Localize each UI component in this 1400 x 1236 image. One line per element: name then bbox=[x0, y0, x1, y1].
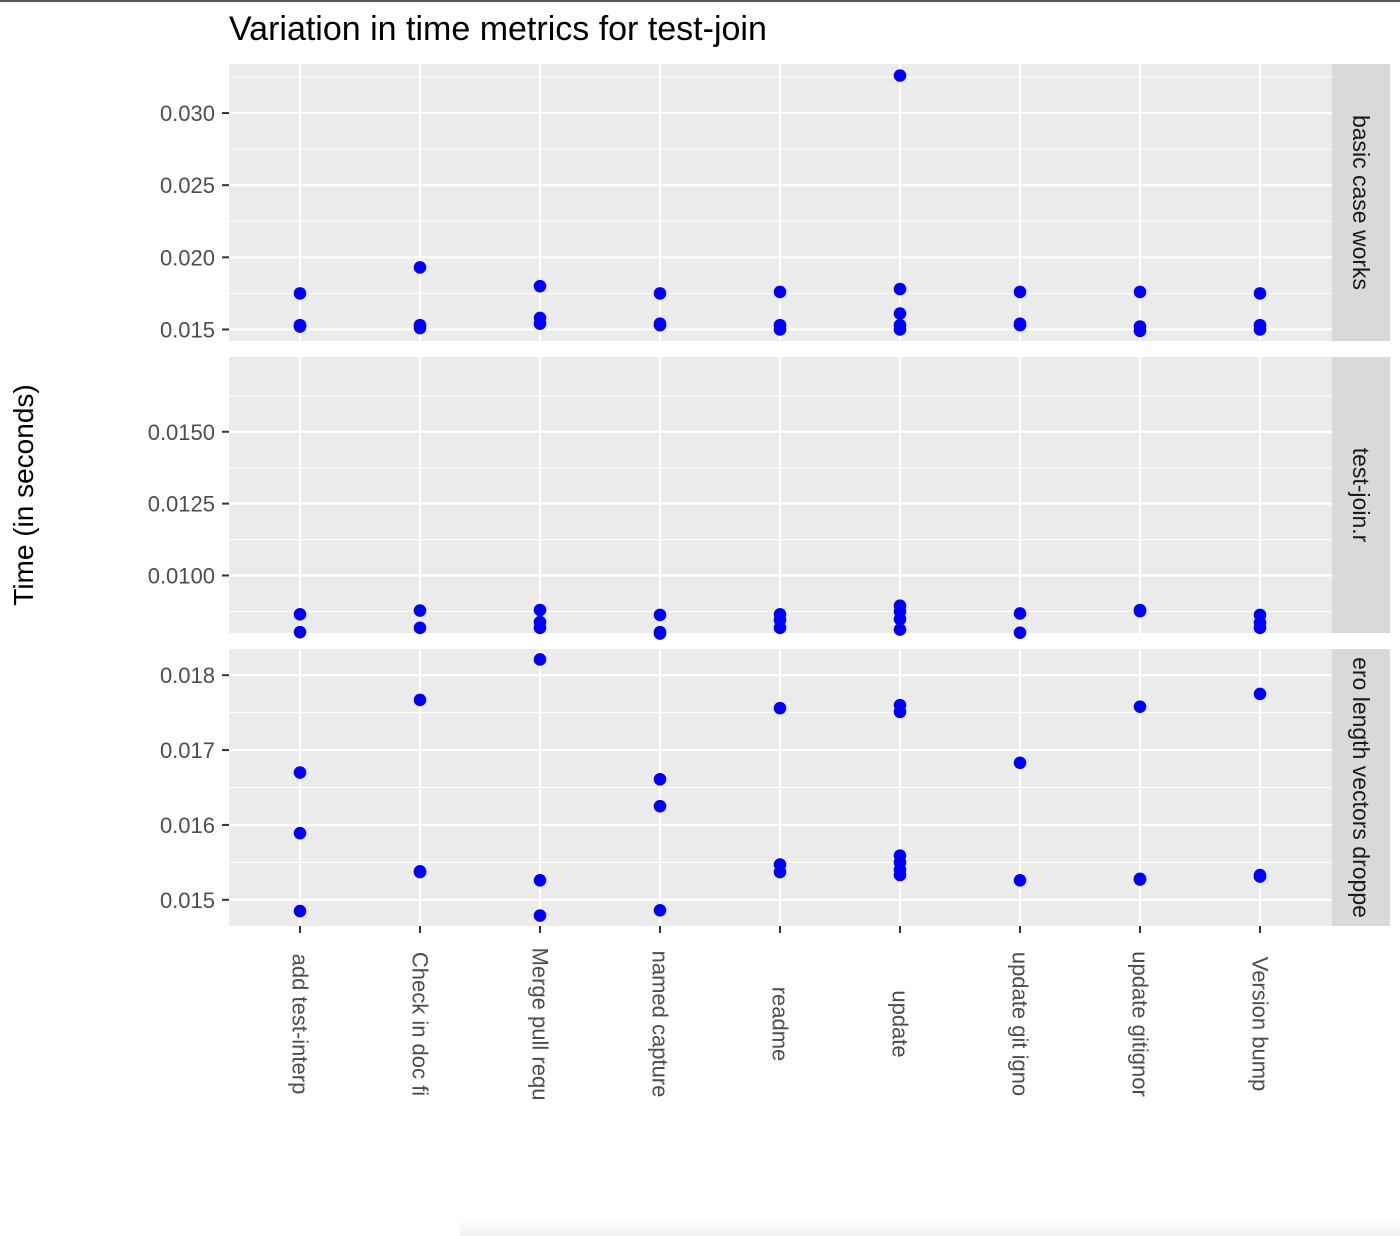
y-tick-label: 0.025 bbox=[160, 173, 215, 198]
data-point bbox=[893, 307, 907, 320]
x-tick-label: update git igno bbox=[1008, 952, 1033, 1096]
data-point bbox=[1013, 874, 1027, 887]
data-point bbox=[293, 608, 307, 621]
facet-strip bbox=[1332, 357, 1390, 633]
y-tick-label: 0.017 bbox=[160, 738, 215, 763]
x-tick-label: named capture bbox=[648, 951, 673, 1098]
y-tick-label: 0.018 bbox=[160, 663, 215, 688]
facet-strip-label: basic case works bbox=[1348, 115, 1374, 290]
data-point bbox=[653, 608, 667, 622]
x-tick-label: Version bump bbox=[1248, 957, 1273, 1092]
data-point bbox=[893, 705, 907, 719]
data-point bbox=[893, 323, 907, 336]
data-point bbox=[773, 285, 787, 299]
data-point bbox=[413, 321, 427, 335]
data-point bbox=[893, 612, 907, 626]
window-top-border bbox=[0, 0, 1400, 2]
y-tick-label: 0.015 bbox=[160, 317, 215, 342]
data-point bbox=[773, 701, 787, 715]
x-tick-label: Merge pull requ bbox=[528, 948, 553, 1101]
data-point bbox=[1253, 287, 1267, 300]
data-point bbox=[653, 318, 667, 332]
data-point bbox=[653, 903, 667, 917]
data-point bbox=[533, 603, 547, 617]
y-tick-label: 0.0100 bbox=[148, 564, 215, 589]
data-point bbox=[1253, 323, 1267, 336]
data-point bbox=[893, 868, 907, 882]
facet-strip bbox=[1332, 64, 1390, 341]
data-point bbox=[413, 261, 427, 274]
data-point bbox=[533, 621, 547, 635]
data-point bbox=[533, 653, 547, 666]
data-point bbox=[533, 317, 547, 330]
data-point bbox=[293, 826, 307, 840]
data-point bbox=[1253, 870, 1267, 883]
data-point bbox=[413, 865, 427, 879]
data-point bbox=[1133, 700, 1147, 713]
facet-strip bbox=[1332, 649, 1390, 926]
data-point bbox=[1013, 318, 1027, 332]
data-point bbox=[773, 865, 787, 879]
data-point bbox=[1013, 626, 1027, 640]
data-point bbox=[653, 772, 667, 786]
data-point bbox=[1133, 285, 1147, 299]
data-point bbox=[413, 604, 427, 617]
y-tick-label: 0.030 bbox=[160, 101, 215, 126]
chart-title: Variation in time metrics for test-join bbox=[229, 10, 767, 48]
x-tick-label: update bbox=[888, 990, 913, 1057]
y-tick-label: 0.015 bbox=[160, 888, 215, 913]
data-point bbox=[893, 623, 907, 636]
data-point bbox=[413, 621, 427, 635]
facet-strip-label: ero length vectors droppe bbox=[1348, 657, 1374, 918]
y-tick-label: 0.0125 bbox=[148, 492, 215, 517]
data-point bbox=[653, 627, 667, 640]
data-point bbox=[533, 279, 547, 293]
data-point bbox=[293, 625, 307, 639]
data-point bbox=[1133, 873, 1147, 886]
data-point bbox=[1013, 756, 1027, 770]
data-point bbox=[1253, 687, 1267, 701]
x-tick-label: Check in doc fi bbox=[408, 952, 433, 1096]
data-point bbox=[1133, 604, 1147, 618]
bottom-shadow bbox=[460, 1218, 1400, 1236]
data-point bbox=[773, 621, 787, 635]
x-tick-label: update gitignor bbox=[1128, 951, 1153, 1097]
data-point bbox=[893, 282, 907, 296]
x-tick-label: readme bbox=[768, 987, 793, 1062]
data-point bbox=[533, 874, 547, 887]
data-point bbox=[653, 287, 667, 300]
data-point bbox=[293, 766, 307, 779]
data-point bbox=[653, 799, 667, 813]
data-point bbox=[1013, 607, 1027, 620]
x-tick-label: add test-interp bbox=[288, 954, 313, 1095]
y-tick-label: 0.020 bbox=[160, 245, 215, 270]
data-point bbox=[1253, 621, 1267, 635]
data-point bbox=[413, 693, 427, 707]
y-tick-label: 0.0150 bbox=[148, 420, 215, 445]
data-point bbox=[293, 287, 307, 300]
data-point bbox=[533, 909, 547, 922]
data-point bbox=[893, 69, 907, 82]
y-tick-label: 0.016 bbox=[160, 813, 215, 838]
data-point bbox=[293, 904, 307, 918]
facet-strip-label: test-join.r bbox=[1348, 448, 1374, 543]
data-point bbox=[773, 323, 787, 336]
data-point bbox=[1133, 324, 1147, 338]
data-point bbox=[1013, 285, 1027, 299]
data-point bbox=[293, 320, 307, 333]
